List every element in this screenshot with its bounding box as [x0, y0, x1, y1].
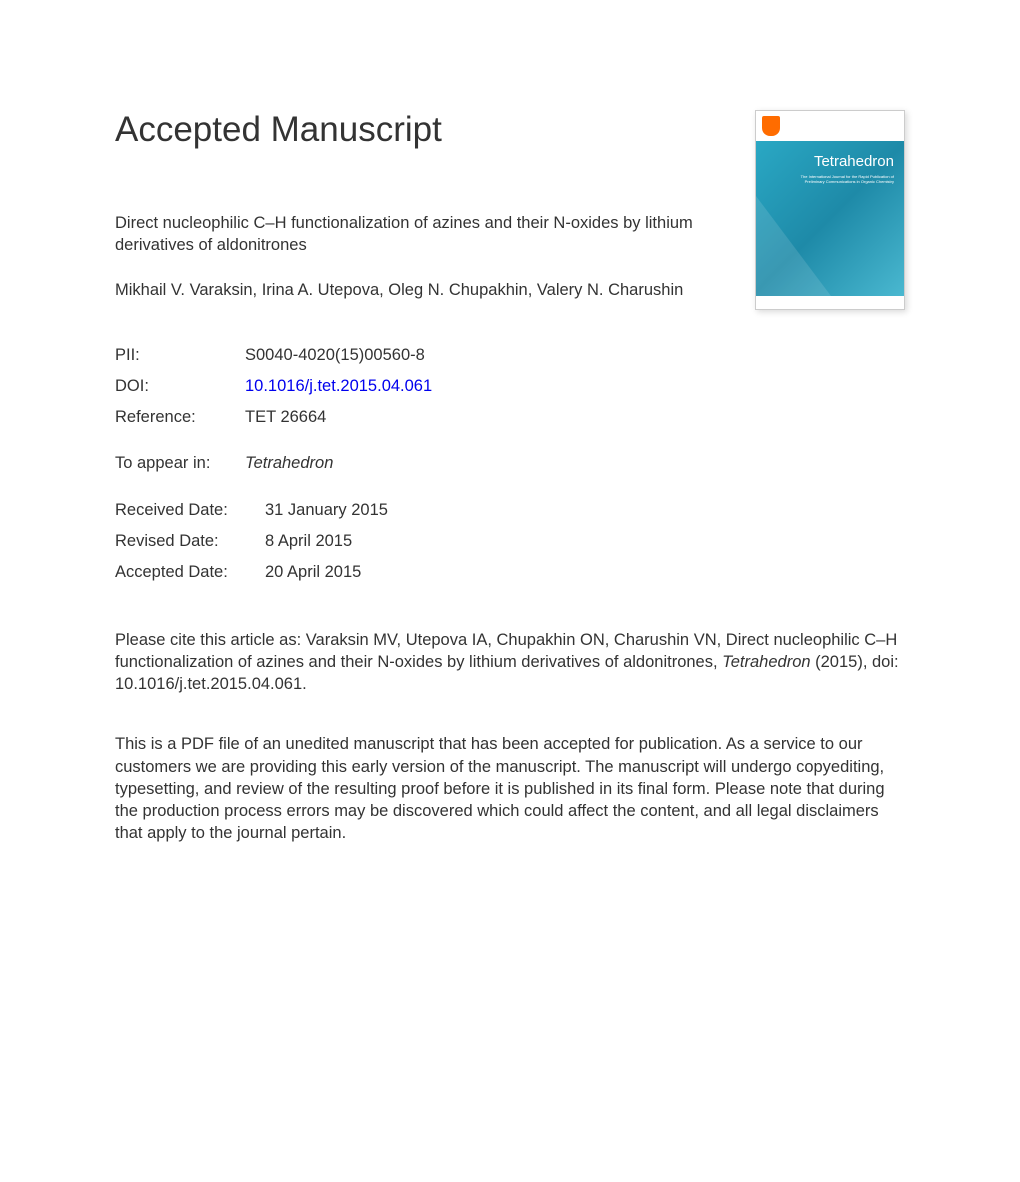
- cover-main: Tetrahedron The International Journal fo…: [756, 141, 904, 296]
- journal-name: Tetrahedron: [814, 153, 894, 170]
- received-label: Received Date:: [115, 495, 265, 526]
- journal-subtitle: The International Journal for the Rapid …: [794, 175, 894, 185]
- to-appear-value: Tetrahedron: [245, 454, 333, 473]
- metadata-table: PII: S0040-4020(15)00560-8 DOI: 10.1016/…: [115, 340, 900, 434]
- elsevier-logo-icon: [762, 116, 780, 136]
- received-value: 31 January 2015: [265, 495, 388, 526]
- citation-journal: Tetrahedron: [722, 653, 810, 671]
- article-title: Direct nucleophilic C–H functionalizatio…: [115, 212, 775, 257]
- reference-row: Reference: TET 26664: [115, 402, 900, 433]
- to-appear-row: To appear in: Tetrahedron: [115, 454, 900, 473]
- disclaimer-text: This is a PDF file of an unedited manusc…: [115, 733, 900, 844]
- revised-row: Revised Date: 8 April 2015: [115, 526, 900, 557]
- to-appear-label: To appear in:: [115, 454, 245, 473]
- citation-text: Please cite this article as: Varaksin MV…: [115, 629, 900, 696]
- revised-label: Revised Date:: [115, 526, 265, 557]
- accepted-row: Accepted Date: 20 April 2015: [115, 557, 900, 588]
- received-row: Received Date: 31 January 2015: [115, 495, 900, 526]
- cover-diagonal-decoration: [756, 196, 831, 296]
- pii-row: PII: S0040-4020(15)00560-8: [115, 340, 900, 371]
- journal-cover: Tetrahedron The International Journal fo…: [755, 110, 905, 310]
- reference-label: Reference:: [115, 402, 245, 433]
- manuscript-page: Tetrahedron The International Journal fo…: [0, 0, 1020, 845]
- pii-value: S0040-4020(15)00560-8: [245, 340, 425, 371]
- pii-label: PII:: [115, 340, 245, 371]
- accepted-value: 20 April 2015: [265, 557, 361, 588]
- reference-value: TET 26664: [245, 402, 326, 433]
- doi-row: DOI: 10.1016/j.tet.2015.04.061: [115, 371, 900, 402]
- dates-table: Received Date: 31 January 2015 Revised D…: [115, 495, 900, 589]
- accepted-label: Accepted Date:: [115, 557, 265, 588]
- cover-footer: [756, 296, 904, 310]
- revised-value: 8 April 2015: [265, 526, 352, 557]
- doi-label: DOI:: [115, 371, 245, 402]
- cover-header: [756, 111, 904, 141]
- doi-link[interactable]: 10.1016/j.tet.2015.04.061: [245, 371, 432, 402]
